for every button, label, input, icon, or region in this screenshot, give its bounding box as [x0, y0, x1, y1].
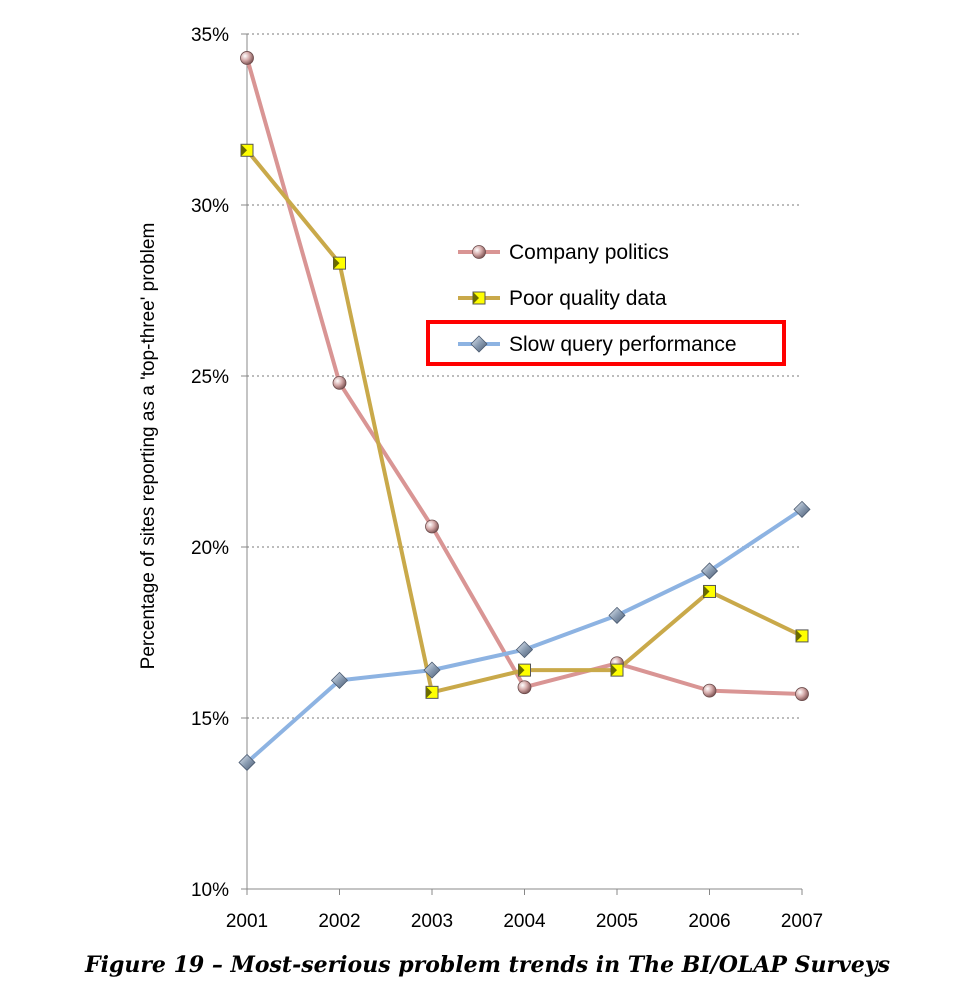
square-marker: [518, 663, 531, 677]
x-tick-label: 2007: [781, 911, 823, 932]
series-markers: [238, 51, 811, 772]
circle-marker: [517, 680, 532, 695]
circle-marker: [332, 375, 347, 390]
series-line-poor-quality-data: [245, 149, 803, 695]
square-marker-shade: [518, 664, 525, 677]
legend: Company politics Poor quality data Slow qu…: [426, 241, 786, 366]
diamond-marker: [608, 606, 626, 624]
square-marker: [240, 143, 254, 157]
circle-marker: [425, 519, 439, 534]
y-tick-label: 15%: [191, 709, 229, 730]
y-axis-label: Percentage of sites reporting as a 'top-…: [138, 223, 159, 670]
circle-marker: [795, 687, 809, 701]
square-marker: [472, 291, 486, 305]
figure-caption: Figure 19 – Most-serious problem trends …: [84, 952, 891, 978]
square-marker-shade: [473, 292, 479, 304]
x-tick-label: 2001: [226, 911, 268, 932]
square-marker: [703, 584, 716, 598]
circle-marker: [472, 245, 486, 259]
y-tick-label: 10%: [191, 880, 229, 901]
axes: 10% 15% 20% 25% 30% 35% 2001 2002 2003 2004 2005 20…: [191, 25, 823, 932]
square-marker-shade: [241, 144, 247, 157]
x-tick-label: 2005: [596, 911, 638, 932]
diamond-marker: [238, 753, 256, 772]
x-tick-label: 2004: [503, 911, 546, 932]
diamond-marker: [793, 500, 811, 518]
gridlines: [247, 33, 802, 719]
diamond-marker: [470, 335, 488, 353]
square-marker-shade: [333, 257, 340, 270]
y-tick-label: 30%: [191, 196, 229, 217]
x-tick-label: 2006: [688, 911, 730, 932]
square-marker: [795, 629, 809, 643]
circle-marker: [702, 683, 717, 698]
diamond-marker: [700, 562, 719, 580]
square-marker: [333, 256, 346, 270]
diamond-marker: [423, 661, 441, 679]
diamond-marker: [330, 671, 349, 689]
square-marker: [425, 685, 439, 699]
square-marker-shade: [703, 585, 710, 598]
square-marker: [610, 663, 624, 677]
legend-label: Poor quality data: [509, 287, 667, 310]
x-tick-label: 2002: [318, 911, 360, 932]
square-marker-shade: [611, 664, 617, 677]
legend-label: Company politics: [509, 241, 669, 264]
circle-marker: [240, 51, 254, 65]
x-tick-label: 2003: [411, 911, 453, 932]
y-tick-label: 35%: [191, 25, 229, 46]
legend-label: Slow query performance: [509, 333, 737, 356]
y-tick-label: 25%: [191, 367, 229, 388]
y-tick-label: 20%: [191, 538, 229, 559]
square-marker-shade: [796, 629, 802, 642]
diamond-marker: [515, 641, 534, 659]
legend-highlight-box: [426, 320, 786, 366]
square-marker-shade: [426, 686, 432, 699]
